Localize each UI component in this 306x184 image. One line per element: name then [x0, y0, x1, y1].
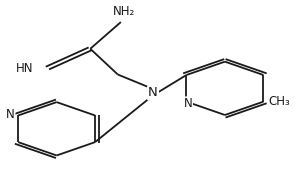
- Text: N: N: [148, 86, 158, 99]
- Text: N: N: [6, 108, 15, 121]
- Text: CH₃: CH₃: [268, 95, 290, 108]
- Text: NH₂: NH₂: [113, 5, 135, 18]
- Text: HN: HN: [16, 63, 34, 75]
- Text: N: N: [184, 97, 192, 110]
